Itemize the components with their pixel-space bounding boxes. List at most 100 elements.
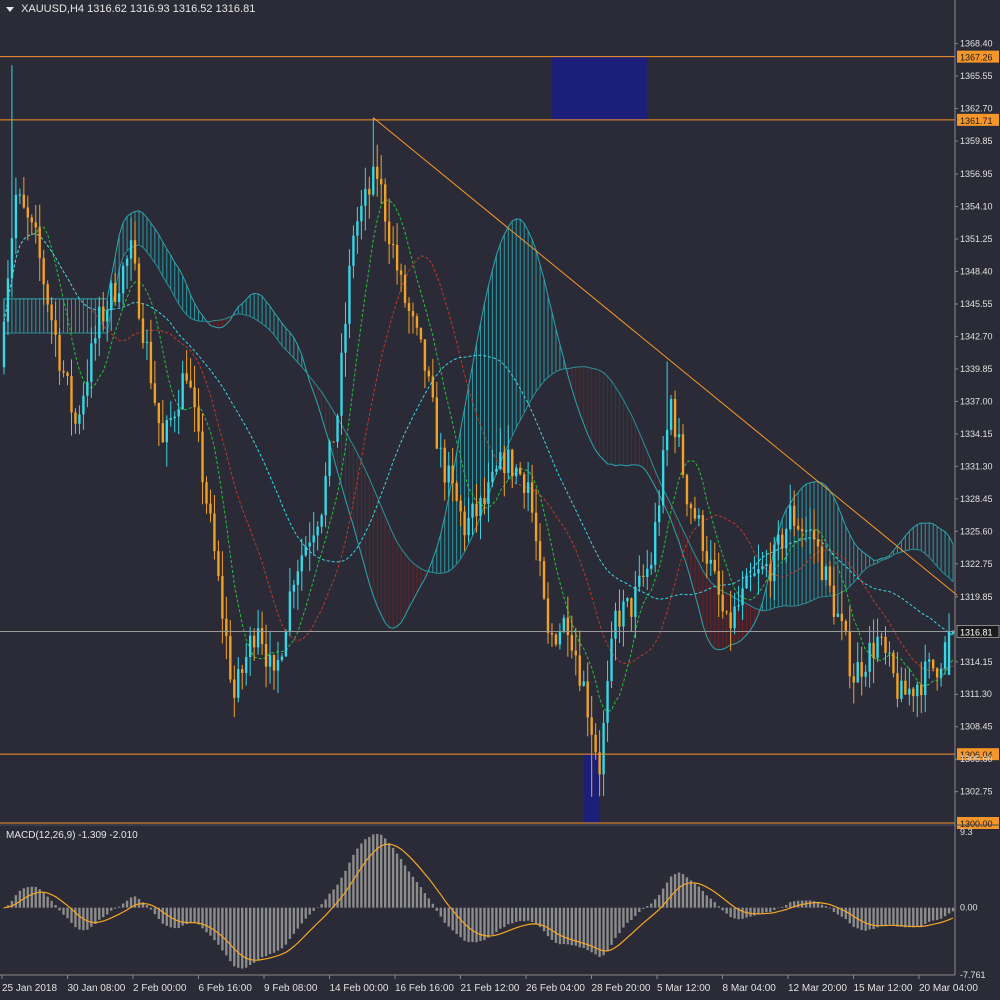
candle <box>868 625 871 688</box>
candle-body <box>141 318 145 343</box>
candle <box>761 551 764 575</box>
candle <box>590 695 593 797</box>
candle <box>225 596 228 660</box>
macd-bar <box>205 907 208 933</box>
candle-body <box>435 397 438 449</box>
supply-demand-zones <box>551 56 648 823</box>
candle <box>757 544 760 595</box>
candle <box>892 650 895 678</box>
macd-bar <box>487 907 490 938</box>
candle-body <box>34 222 37 228</box>
candle-body <box>507 449 510 473</box>
candle-body <box>935 668 939 678</box>
macd-bar <box>705 895 709 908</box>
candle <box>364 167 367 231</box>
candle-body <box>804 530 808 532</box>
candle <box>264 624 268 688</box>
dropdown-icon[interactable] <box>6 6 14 12</box>
macd-bar <box>808 900 812 908</box>
macd-bar <box>260 907 264 958</box>
candle <box>308 522 311 571</box>
candle <box>340 333 343 435</box>
candle <box>487 462 490 523</box>
macd-bar <box>789 902 792 908</box>
macd-bar <box>125 900 129 908</box>
candle <box>685 473 689 517</box>
candle <box>280 653 284 663</box>
macd-tick-label: 9.3 <box>960 827 973 837</box>
candle-body <box>733 606 736 629</box>
candle-body <box>268 654 272 667</box>
ohlc-label: 1316.62 1316.93 1316.52 1316.81 <box>87 3 256 15</box>
candle <box>951 630 955 635</box>
candle-body <box>225 618 228 637</box>
candle <box>221 551 224 644</box>
candle <box>149 319 153 390</box>
candle-body <box>387 221 391 245</box>
candle <box>368 176 371 219</box>
macd-bar <box>364 839 367 908</box>
candle-body <box>618 610 621 627</box>
macd-bar <box>229 907 232 962</box>
candle <box>169 401 172 427</box>
macd-bar <box>713 902 716 908</box>
candle <box>352 225 355 279</box>
candle-body <box>137 263 141 319</box>
candle-body <box>455 483 458 501</box>
candle <box>836 594 840 618</box>
macd-bar <box>947 907 951 914</box>
candle-body <box>221 576 224 619</box>
candle <box>908 668 911 706</box>
candle <box>677 418 681 448</box>
candle-body <box>304 546 307 556</box>
macd-bar <box>435 907 438 911</box>
candle-body <box>22 194 26 208</box>
y-tick-label: 1334.15 <box>960 429 993 439</box>
candle <box>538 523 542 577</box>
macd-bar <box>499 907 502 929</box>
macd-bar <box>769 907 772 913</box>
y-tick-label: 1365.55 <box>960 71 993 81</box>
candle-body <box>153 383 157 403</box>
macd-bar <box>796 900 800 908</box>
macd-bar <box>62 907 65 915</box>
macd-bar <box>951 907 955 912</box>
macd-bar <box>511 907 514 924</box>
macd-bar <box>264 907 268 957</box>
chart-title[interactable]: XAUUSD,H4 1316.62 1316.93 1316.52 1316.8… <box>6 3 255 15</box>
y-tick-label: 1354.10 <box>960 202 993 212</box>
candle-body <box>677 434 681 438</box>
candle-body <box>781 534 784 549</box>
macd-bar <box>300 907 303 924</box>
macd-bar <box>149 907 153 910</box>
macd-bar <box>304 907 307 919</box>
macd-bar <box>272 907 276 953</box>
candle <box>260 611 264 655</box>
candle <box>312 512 315 556</box>
ma-fast <box>3 199 954 713</box>
level-label: 1361.71 <box>960 116 993 126</box>
macd-bar <box>133 896 137 908</box>
candle <box>133 221 137 271</box>
candle <box>98 296 101 356</box>
macd-bar <box>447 907 450 927</box>
x-tick-label: 14 Feb 00:00 <box>330 983 389 994</box>
macd-bar <box>848 907 851 924</box>
candle-body <box>693 508 697 519</box>
candle <box>217 540 220 581</box>
candle-body <box>276 660 280 671</box>
macd-bar <box>380 834 383 908</box>
candle <box>804 516 808 543</box>
candle <box>427 366 431 382</box>
candle <box>38 204 41 282</box>
candle-body <box>852 676 855 683</box>
candle <box>519 462 522 476</box>
candle <box>54 302 57 357</box>
candle-body <box>614 610 617 639</box>
candle <box>332 441 335 443</box>
macd-bar <box>927 907 931 922</box>
candle <box>161 400 165 443</box>
candle-body <box>129 240 133 259</box>
candle-body <box>356 221 359 236</box>
